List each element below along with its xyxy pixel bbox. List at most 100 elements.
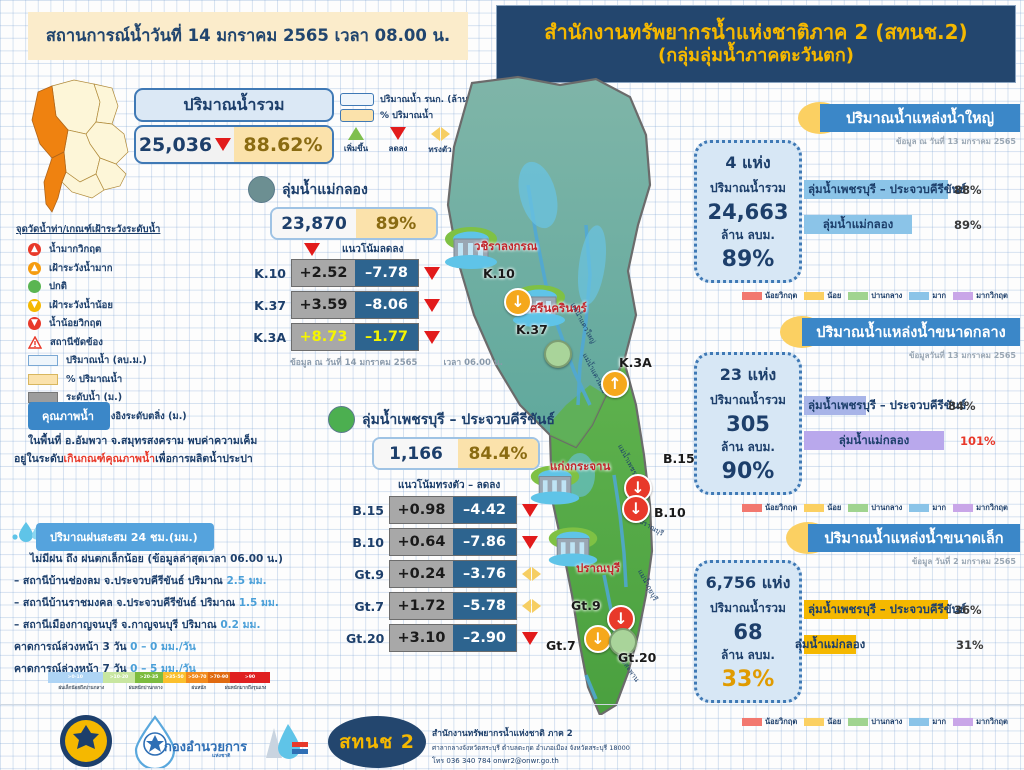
map-marker-k3a[interactable]: ↑ <box>601 370 629 398</box>
reservoir-legend-large: น้อยวิกฤต น้อย ปานกลาง มาก มากวิกฤต <box>742 290 1008 302</box>
legend-swatch <box>804 718 825 726</box>
rain-station-row: – สถานีเมืองกาญจนบุรี จ.กาญจนบุรี ปริมาณ… <box>14 619 261 632</box>
station-row: Gt.9 +0.24 –3.76 <box>346 560 555 588</box>
legend-swatch <box>804 504 825 512</box>
station-bank-value: –3.76 <box>453 561 516 587</box>
basin-phetchaburi-stations: B.15 +0.98 –4.42 B.10 +0.64 –7.86 Gt.9 +0.24 –3.… <box>346 496 555 652</box>
trend-down-icon <box>424 330 440 344</box>
rain-scale-bars: >0-10 >10-20 >20-35 >35-50 >50-70 >70-90 >90 <box>48 672 270 683</box>
small-row-label: ลุ่มน้ำแม่กลอง <box>795 635 865 654</box>
station-bank-value: –4.42 <box>453 497 516 523</box>
water-command-logo-icon <box>266 724 308 759</box>
reservoir-legend-item: มากวิกฤต <box>953 502 1008 514</box>
trend-down-icon <box>215 138 232 151</box>
medium-section-date: ข้อมูลวันที่ 13 มกราคม 2565 <box>909 351 1016 360</box>
large-total-label: ปริมาณน้ำรวม <box>710 181 786 195</box>
reservoir-legend-item: มาก <box>909 716 946 728</box>
large-count: 4 แห่ง <box>725 153 771 172</box>
station-code: K.37 <box>254 297 286 313</box>
stable-label: ทรงตัว <box>428 145 452 154</box>
basin-maeklong-trend: แนวโน้มลดลง <box>304 242 503 257</box>
basin-maeklong-stations: K.10 +2.52 –7.78 K.37 +3.59 –8.06 K.3A +8.73 –1.… <box>248 259 503 351</box>
medium-row-label: ลุ่มน้ำเพชรบุรี – ประจวบคีรีขันธ์ <box>804 396 966 415</box>
station-bars: +2.52 –7.78 <box>291 259 419 287</box>
reservoir-section-medium: ปริมาณน้ำแหล่งน้ำขนาดกลาง ข้อมูลวันที่ 1… <box>660 316 1024 362</box>
medium-section-title: ปริมาณน้ำแหล่งน้ำขนาดกลาง <box>802 318 1020 346</box>
rain-station-row: – สถานีบ้านราชมงคล จ.ประจวบคีรีขันธ์ ปริ… <box>14 597 279 610</box>
small-percent: 33% <box>721 667 775 692</box>
legend-volume-swatch-row: ปริมาณน้ำ รนก. (ล้าน ลบ.ม.) <box>340 92 500 106</box>
small-total-label: ปริมาณน้ำรวม <box>710 601 786 615</box>
station-row: K.10 +2.52 –7.78 <box>248 259 503 287</box>
table-row: ลุ่มน้ำเพชรบุรี – ประจวบคีรีขันธ์ 88% <box>804 180 982 199</box>
rain-scale-swatch: >90 <box>229 672 270 683</box>
station-code: K.10 <box>254 265 286 281</box>
medium-row-label: ลุ่มน้ำแม่กลอง <box>804 431 944 450</box>
rain-badge: ปริมาณฝนสะสม 24 ชม.(มม.) <box>36 523 214 551</box>
basin-maeklong-header: ลุ่มน้ำแม่กลอง <box>248 176 503 203</box>
station-row: Gt.20 +3.10 –2.90 <box>346 624 555 652</box>
rain-scale-swatch: >20-35 <box>135 672 163 683</box>
wq-line-2: อยู่ในระดับเกินกณฑ์คุณภาพน้ำเพื่อการผลิต… <box>14 453 253 466</box>
legend-label: น้อย <box>827 717 842 726</box>
green-dot-icon <box>28 280 41 293</box>
map-marker-gt20[interactable] <box>609 628 637 656</box>
legend-item-station-fault: สถานีขัดข้อง <box>10 335 240 350</box>
legend-label: น้อยวิกฤต <box>765 291 798 300</box>
rain-color-scale: >0-10 >10-20 >20-35 >35-50 >50-70 >70-90 >90 ฝ… <box>48 672 270 692</box>
large-section-title: ปริมาณน้ำแหล่งน้ำใหญ่ <box>820 104 1020 132</box>
arrow-up-icon <box>348 127 364 140</box>
station-row: Gt.7 +1.72 –5.78 <box>346 592 555 620</box>
legend-item-critical-high: ▲ น้ำมากวิกฤต <box>10 242 240 257</box>
map-marker-gt7[interactable]: ↓ <box>584 625 612 653</box>
legend-swatch <box>742 718 762 726</box>
station-bars: +3.10 –2.90 <box>389 624 517 652</box>
station-level-value: +3.10 <box>390 625 453 651</box>
rain-scale-swatch: >10-20 <box>102 672 136 683</box>
legend-label: มากวิกฤต <box>976 717 1008 726</box>
wq-line-1: ในพื้นที่ อ.อัมพวา จ.สมุทรสงคราม พบค่าคว… <box>28 435 258 447</box>
percent-swatch-icon <box>340 108 374 122</box>
region-map <box>400 75 730 717</box>
basin-phetchaburi: ลุ่มน้ำเพชรบุรี – ประจวบคีรีขันธ์ 1,166 … <box>328 406 555 656</box>
basin-color-dot <box>248 176 275 203</box>
station-level-value: +0.24 <box>390 561 453 587</box>
basin-maeklong-name: ลุ่มน้ำแม่กลอง <box>282 181 368 198</box>
footer-contact-line: โทร 036 340 784 onwr2@onwr.go.th <box>432 757 559 765</box>
legend-increase: เพิ่มขึ้น <box>340 127 372 157</box>
legend-label: มาก <box>932 503 947 512</box>
station-bars: +0.98 –4.42 <box>389 496 517 524</box>
table-row: ลุ่มน้ำแม่กลอง 89% <box>804 215 982 234</box>
reservoir-legend-item: น้อยวิกฤต <box>742 502 797 514</box>
garuda-emblem-icon <box>60 715 112 767</box>
basin-volume: 1,166 <box>374 439 458 468</box>
table-row: ลุ่มน้ำเพชรบุรี – ประจวบคีรีขันธ์ 84% <box>804 396 996 415</box>
total-percent-value: 88.62% <box>234 127 332 162</box>
station-level-value: +0.64 <box>390 529 453 555</box>
map-marker-b10[interactable]: ↓ <box>622 495 650 523</box>
trend-down-icon <box>522 503 538 517</box>
large-row-percent: 89% <box>954 217 982 232</box>
map-marker-k10[interactable]: ↓ <box>504 288 532 316</box>
trend-flat-icon <box>522 567 541 581</box>
large-percent: 89% <box>721 247 775 272</box>
legend-item-volume-bar: ปริมาณน้ำ (ลบ.ม.) <box>10 353 240 368</box>
decrease-label: ลดลง <box>388 144 408 153</box>
map-marker-k37[interactable] <box>544 340 572 368</box>
medium-count: 23 แห่ง <box>719 365 777 384</box>
medium-summary-bubble: 23 แห่ง ปริมาณน้ำรวม 305 ล้าน ลบม. 90% <box>694 352 802 495</box>
trend-down-icon <box>522 535 538 549</box>
legend-swatch <box>848 718 869 726</box>
basin-time-note: เวลา 06.00 น. <box>443 358 503 368</box>
red-arrow-up-dot-icon: ▲ <box>28 243 41 256</box>
light-yellow-bar-icon <box>28 373 58 385</box>
total-volume-cell: 25,036 <box>136 127 234 162</box>
station-bank-value: –7.86 <box>453 529 516 555</box>
dam-icon-pranburi <box>548 527 598 567</box>
rain-station-row: – สถานีบ้านช่องลม จ.ประจวบคีรีขันธ์ ปริม… <box>14 575 267 588</box>
reservoir-legend-item: ปานกลาง <box>848 716 902 728</box>
legend-label: มากวิกฤต <box>976 503 1008 512</box>
large-summary-bubble: 4 แห่ง ปริมาณน้ำรวม 24,663 ล้าน ลบม. 89% <box>694 140 802 283</box>
legend-swatch <box>953 718 974 726</box>
water-quality-badge: คุณภาพน้ำ <box>28 402 121 430</box>
